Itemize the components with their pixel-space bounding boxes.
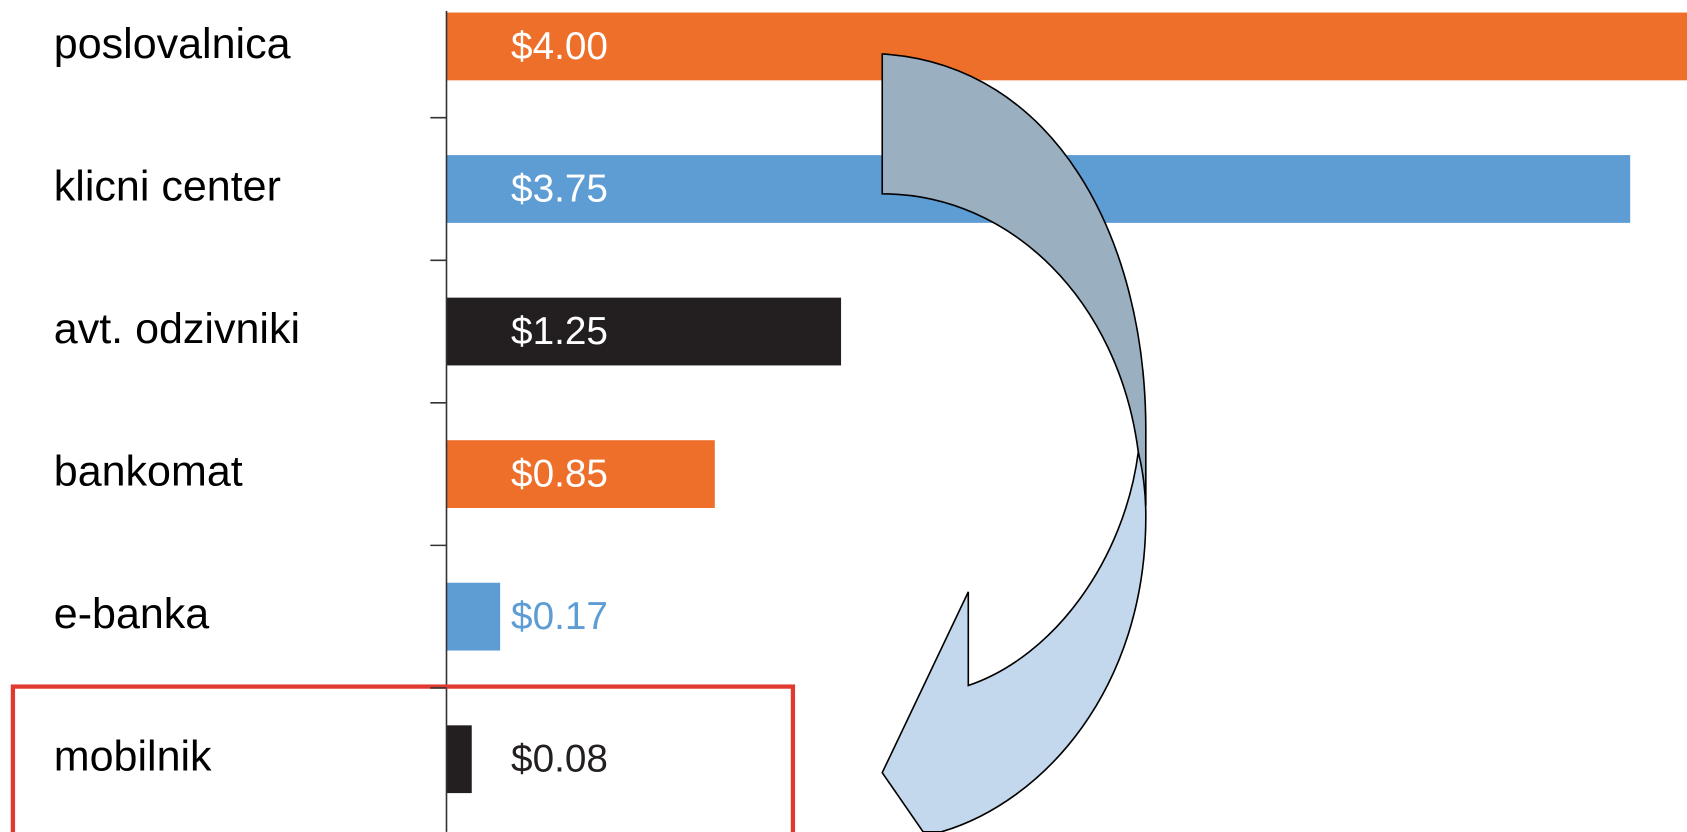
arrow-top [881,53,1147,506]
highlight-box [10,684,796,832]
category-label: e-banka [54,590,210,638]
category-label: avt. odzivniki [54,305,300,353]
category-label: poslovalnica [54,20,291,68]
category-label: mobilnik [54,733,212,781]
value-label: $0.08 [511,738,608,781]
value-label: $0.85 [511,452,608,495]
value-label: $3.75 [511,167,608,210]
bar [446,582,501,651]
value-label: $4.00 [511,25,608,68]
category-label: klicni center [54,162,281,210]
bar [446,725,472,794]
bar [446,440,715,508]
arrow-bottom [881,451,1147,832]
bar [446,12,1687,81]
category-label: bankomat [54,447,243,495]
bar [446,297,842,366]
value-label: $1.25 [511,310,608,353]
value-label: $0.17 [511,595,608,638]
